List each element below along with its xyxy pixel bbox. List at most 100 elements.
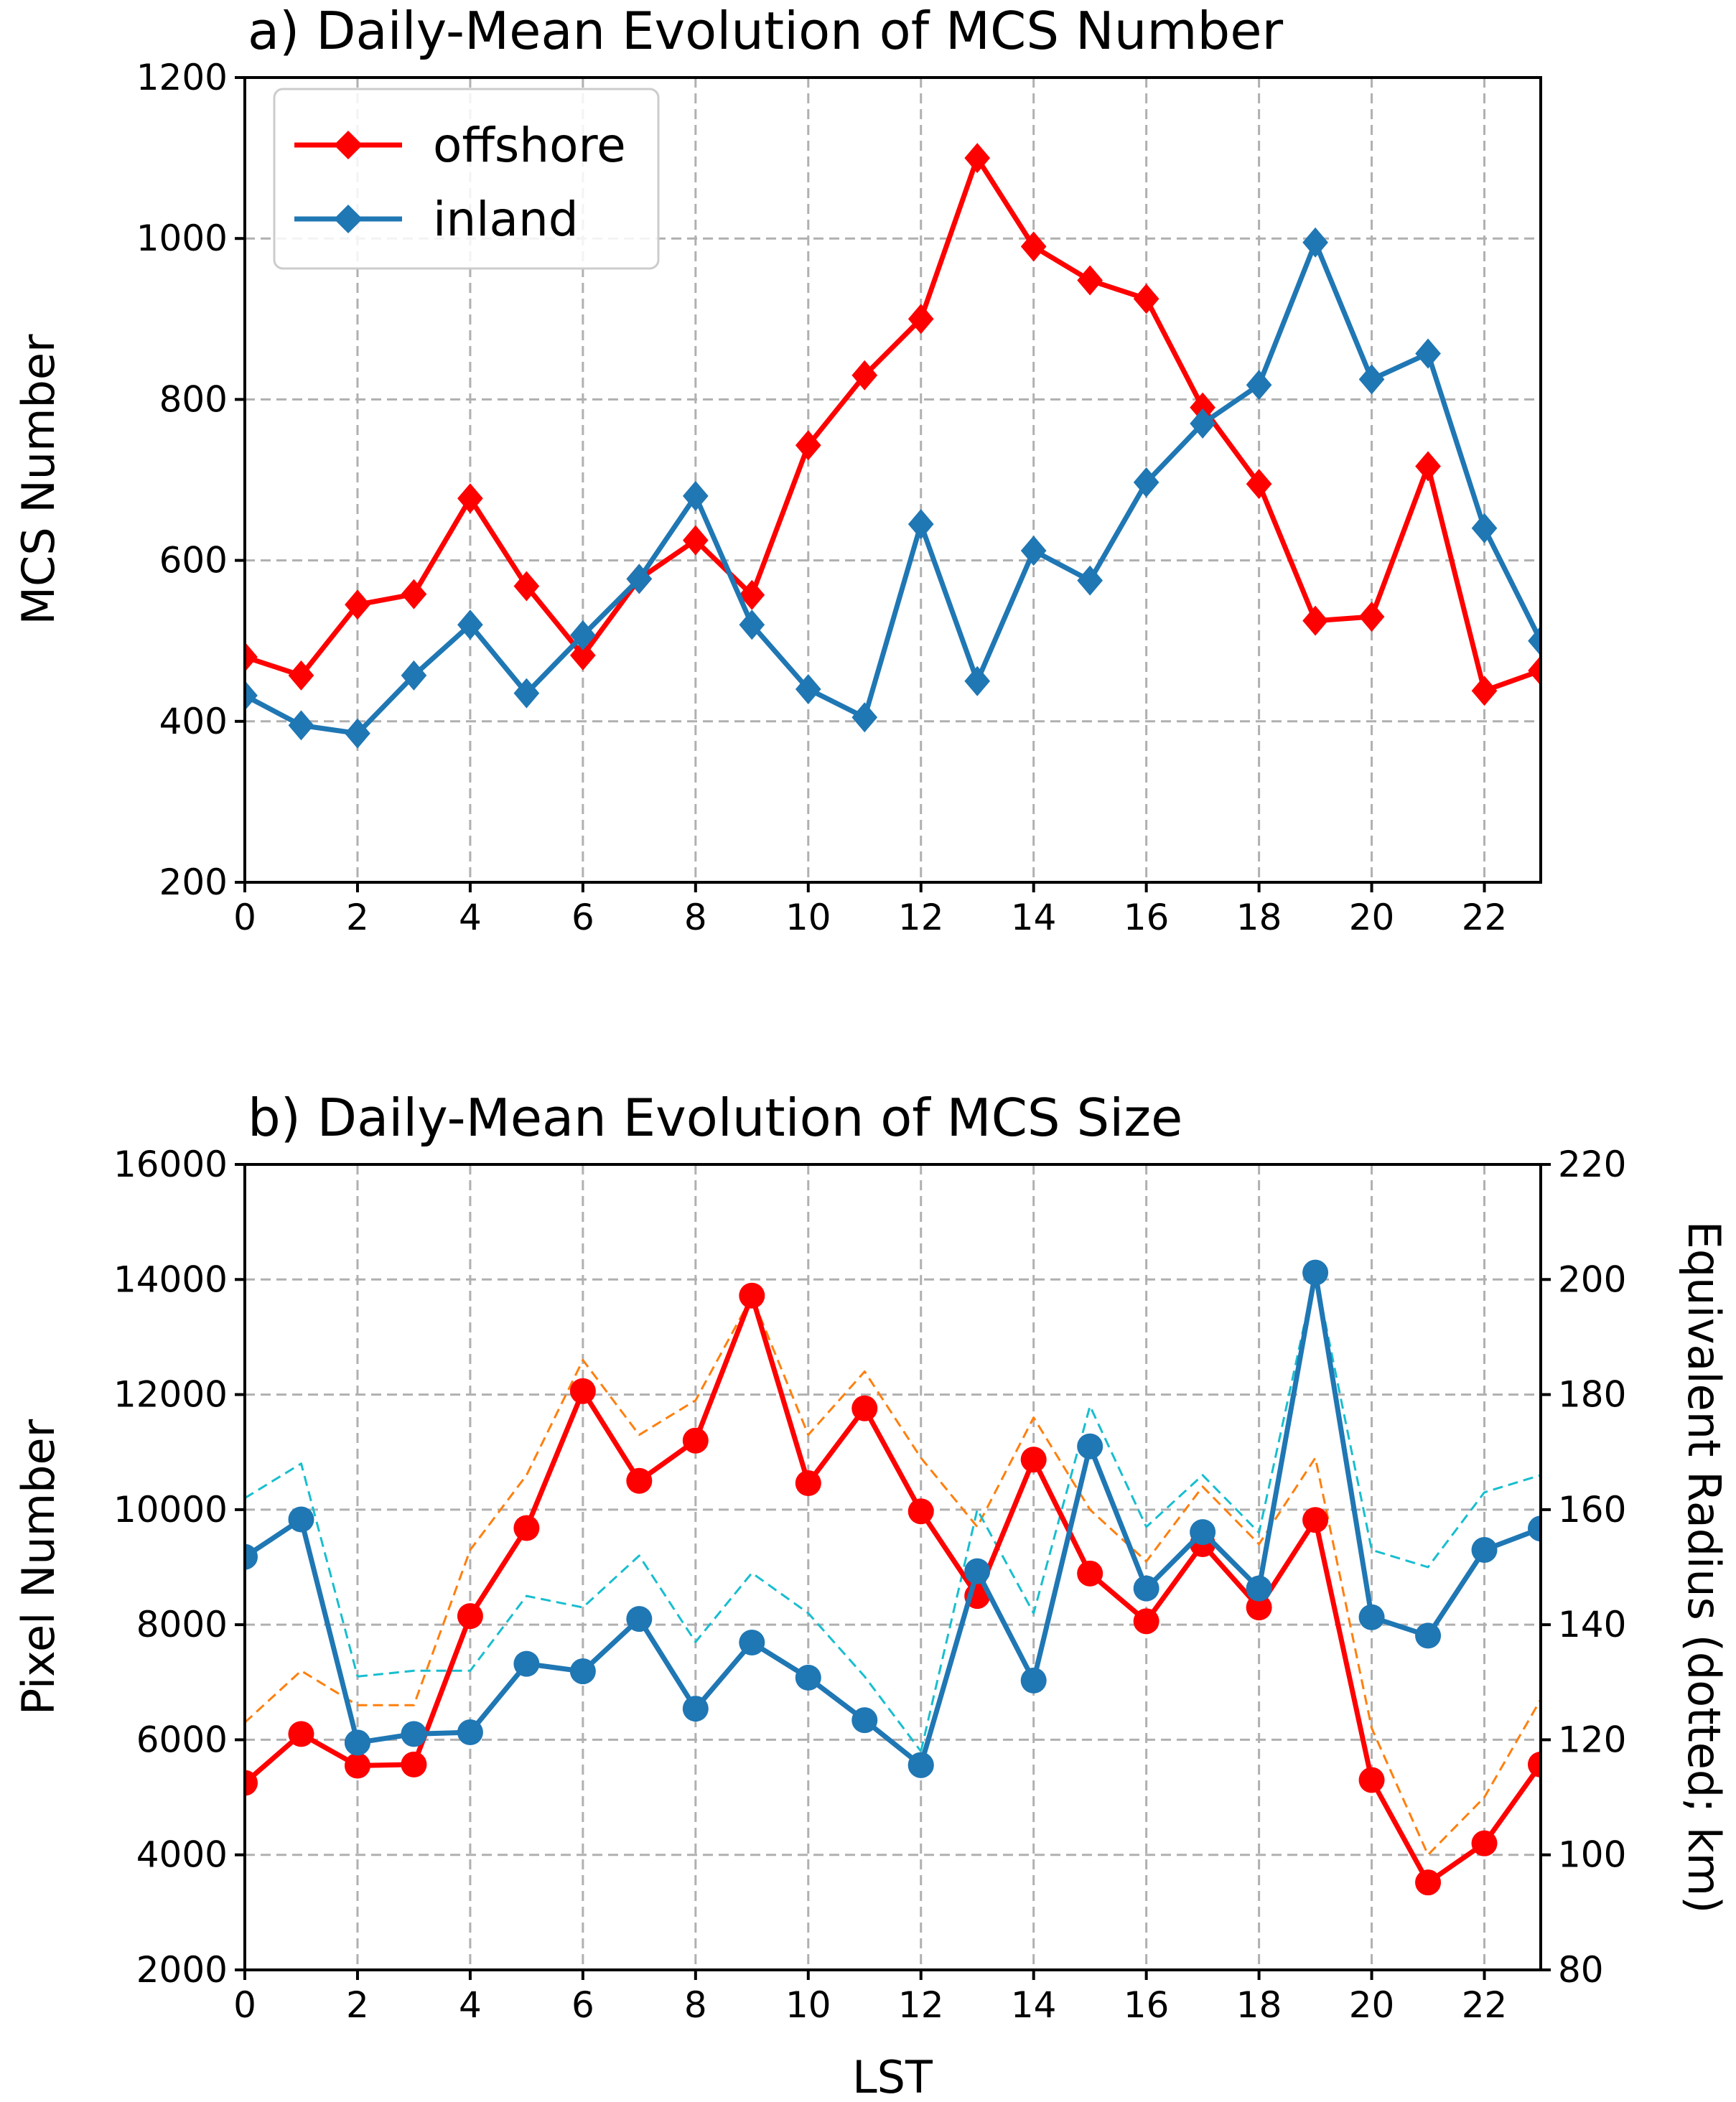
x-tick-label: 12 <box>898 1984 944 2026</box>
x-tick-label: 16 <box>1124 897 1170 938</box>
point-inland <box>288 710 314 741</box>
panel-b-ticks: 0 2 4 6 8 10 12 14 16 18 20 22 2000 4000 6000 8000 10000… <box>113 1144 1627 2026</box>
point-inland-pixel-number-small- <box>457 1719 483 1746</box>
y2-tick-label: 120 <box>1558 1719 1626 1760</box>
panel-b-xlabel: LST <box>852 2051 933 2102</box>
point-inland <box>1358 364 1385 395</box>
panel-a-ticks: 0 2 4 6 8 10 12 14 16 18 20 22 200 400 600 800 1000 1200 <box>136 57 1508 938</box>
point-offshore-pixel-number <box>1358 1767 1385 1793</box>
point-offshore <box>1415 451 1441 482</box>
point-offshore <box>795 430 821 461</box>
x-tick-label: 4 <box>459 1984 482 2026</box>
panel-a-frame <box>243 76 1542 884</box>
point-inland-pixel-number-small- <box>569 1658 596 1685</box>
point-offshore-pixel-number <box>739 1282 765 1309</box>
point-inland <box>513 678 540 709</box>
legend: offshore inland <box>273 88 660 270</box>
y2-tick-label: 140 <box>1558 1604 1626 1645</box>
x-tick-label: 18 <box>1236 1984 1282 2026</box>
legend-label-inland: inland <box>433 192 579 247</box>
point-inland <box>1302 227 1328 258</box>
point-inland-pixel-number-small- <box>626 1606 653 1632</box>
point-offshore-pixel-number <box>344 1752 370 1779</box>
point-inland-pixel-number-small- <box>739 1629 765 1655</box>
point-inland-pixel-number <box>1302 1259 1329 1286</box>
point-offshore-pixel-number <box>1133 1608 1159 1635</box>
point-inland <box>1471 513 1498 543</box>
x-tick-label: 8 <box>684 897 707 938</box>
point-offshore-pixel-number <box>1302 1507 1329 1533</box>
x-tick-label: 2 <box>346 1984 369 2026</box>
series-line-offshore-equivalent-radius <box>245 1295 1541 1856</box>
series-clip-group <box>245 1259 1541 1896</box>
point-inland-pixel-number <box>344 1729 370 1756</box>
point-inland-pixel-number <box>907 1752 934 1778</box>
series-line-inland-equivalent-radius <box>920 1272 1541 1752</box>
point-offshore-pixel-number <box>1528 1751 1541 1778</box>
panel-b-mcs-size: b) Daily-Mean Evolution of MCS Size 0 2 4 6… <box>12 1088 1730 2102</box>
x-tick-label: 14 <box>1011 1984 1057 2026</box>
point-inland-pixel-number <box>1190 1519 1216 1546</box>
point-inland-pixel-number <box>1133 1575 1159 1602</box>
y2-tick-label: 80 <box>1558 1949 1604 1991</box>
point-offshore <box>1358 602 1385 632</box>
series-line-offshore-pixel-number <box>245 1293 1541 1885</box>
point-offshore-pixel-number <box>1415 1869 1442 1896</box>
panel-b-ylabel: Pixel Number <box>12 1419 65 1715</box>
point-offshore-pixel-number <box>1471 1830 1498 1856</box>
panel-b-y2label: Equivalent Radius (dotted; km) <box>1678 1221 1730 1914</box>
x-tick-label: 22 <box>1462 1984 1508 2026</box>
point-offshore-pixel-number <box>457 1603 483 1630</box>
point-offshore-pixel-number <box>682 1427 709 1454</box>
point-inland <box>1020 536 1047 566</box>
point-offshore-pixel-number <box>1077 1560 1103 1587</box>
series-line-inland-pixel-number <box>918 1270 1541 1766</box>
point-inland <box>401 660 427 691</box>
point-offshore <box>1190 392 1215 423</box>
panel-b-frame <box>243 1163 1542 1971</box>
x-tick-label: 20 <box>1349 1984 1395 2026</box>
point-offshore <box>345 589 370 620</box>
x-tick-label: 20 <box>1349 897 1395 938</box>
panel-a-series <box>245 143 1541 749</box>
y2-tick-label: 160 <box>1558 1489 1626 1531</box>
point-inland-pixel-number <box>288 1506 314 1533</box>
series-line-inland <box>245 240 1541 737</box>
y-tick-label: 16000 <box>113 1144 228 1185</box>
point-inland <box>964 665 991 696</box>
x-tick-label: 18 <box>1236 897 1282 938</box>
y-tick-label: 4000 <box>136 1834 228 1876</box>
point-inland-pixel-number <box>1471 1536 1498 1563</box>
point-inland-pixel-number <box>1528 1515 1541 1542</box>
x-tick-label: 0 <box>233 1984 256 2026</box>
point-inland-pixel-number-small- <box>513 1650 540 1677</box>
point-offshore <box>1302 605 1328 636</box>
point-inland <box>907 509 934 540</box>
point-offshore-pixel-number <box>851 1395 878 1421</box>
point-offshore-pixel-number <box>626 1467 653 1494</box>
point-offshore <box>851 360 878 391</box>
point-inland-pixel-number-small- <box>851 1707 878 1734</box>
point-offshore <box>288 660 314 691</box>
point-offshore-pixel-number <box>569 1378 596 1404</box>
series-clip-group <box>245 143 1541 749</box>
point-inland-pixel-number-small- <box>401 1721 427 1747</box>
y-tick-label: 200 <box>159 861 228 903</box>
point-offshore <box>245 642 258 673</box>
point-offshore-pixel-number <box>245 1770 258 1796</box>
panel-a-ylabel: MCS Number <box>12 334 65 625</box>
legend-box <box>273 88 660 270</box>
point-inland-pixel-number <box>1415 1622 1442 1649</box>
point-inland <box>1528 625 1541 656</box>
point-inland-pixel-number-small- <box>682 1696 709 1722</box>
x-tick-label: 2 <box>346 897 369 938</box>
y2-tick-label: 200 <box>1558 1258 1626 1300</box>
y-tick-label: 800 <box>159 378 228 420</box>
x-tick-label: 6 <box>571 897 594 938</box>
point-inland <box>682 480 709 511</box>
point-inland-pixel-number <box>1077 1433 1103 1459</box>
panel-b-grid <box>245 1164 1541 1970</box>
x-tick-label: 16 <box>1124 1984 1170 2026</box>
point-offshore <box>1077 265 1103 296</box>
